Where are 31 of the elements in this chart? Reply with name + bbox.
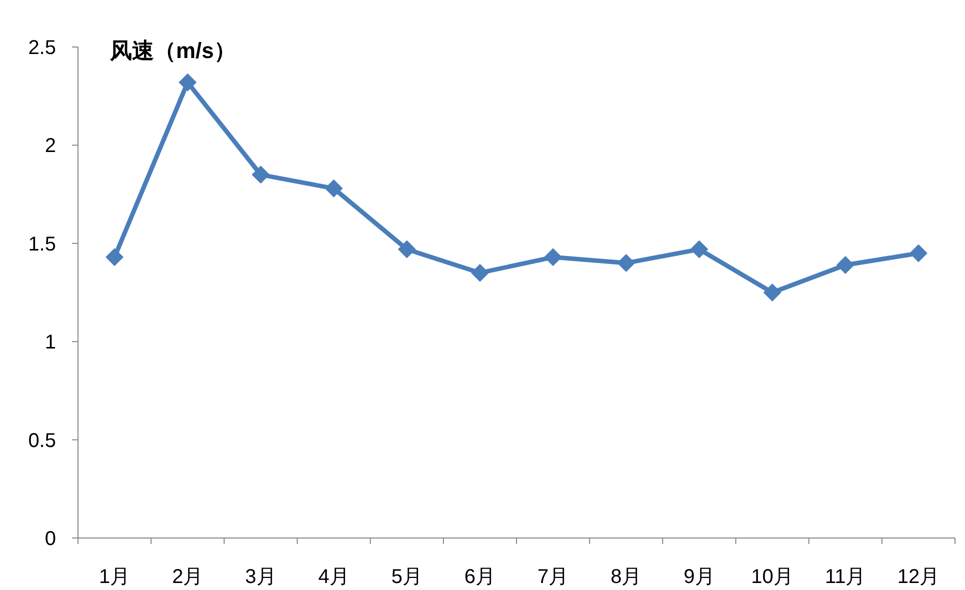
point: [398, 240, 416, 258]
point: [909, 244, 928, 262]
y-tick-label: 0.5: [28, 430, 56, 452]
point: [470, 264, 489, 282]
point: [617, 254, 636, 272]
point: [763, 284, 782, 302]
point: [252, 166, 270, 184]
x-tick-label: 6月: [464, 566, 496, 588]
y-tick-label: 2: [44, 135, 56, 158]
x-tick-label: 12月: [897, 566, 940, 588]
point: [324, 179, 343, 198]
x-tick-label: 1月: [98, 566, 130, 588]
x-tick-label: 11月: [824, 566, 866, 588]
point: [544, 248, 562, 266]
chart-title: 风速（m/s）: [109, 38, 236, 63]
point: [836, 256, 854, 274]
x-tick-label: 2月: [172, 566, 204, 588]
x-tick-label: 8月: [610, 566, 642, 588]
point: [690, 240, 708, 258]
x-tick-label: 3月: [245, 566, 276, 588]
y-tick-label: 1.5: [28, 233, 56, 256]
y-tick-label: 0: [44, 528, 56, 550]
x-tick-label: 5月: [391, 566, 422, 588]
x-tick-label: 7月: [537, 566, 569, 588]
point: [106, 248, 124, 266]
x-tick-label: 9月: [684, 566, 715, 588]
point: [178, 73, 197, 92]
x-tick-label: 4月: [318, 566, 350, 588]
y-tick-label: 2.5: [28, 37, 56, 59]
y-tick-label: 1: [44, 332, 56, 354]
x-tick-label: 10月: [751, 566, 794, 588]
